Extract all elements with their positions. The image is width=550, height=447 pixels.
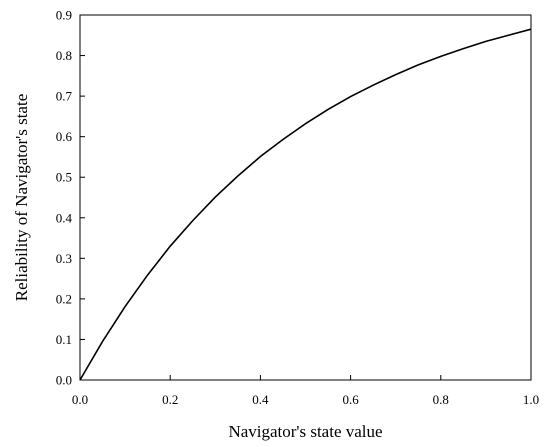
x-tick-label: 0.0 [72,392,88,407]
x-axis-label: Navigator's state value [228,422,382,441]
x-axis-ticks: 0.0 0.2 0.4 0.6 0.8 1.0 [72,375,539,407]
y-tick-label: 0.2 [56,291,72,306]
y-axis-label: Reliability of Navigator's state [12,94,31,302]
y-tick-label: 0.9 [56,8,72,23]
y-tick-label: 0.6 [56,129,73,144]
y-tick-label: 0.0 [56,373,72,388]
x-tick-label: 0.2 [162,392,178,407]
y-tick-label: 0.3 [56,251,72,266]
y-tick-label: 0.1 [56,332,72,347]
y-tick-label: 0.5 [56,170,72,185]
x-tick-label: 0.8 [433,392,449,407]
y-tick-label: 0.7 [56,89,73,104]
x-tick-label: 0.6 [342,392,359,407]
x-tick-label: 1.0 [523,392,539,407]
reliability-curve [79,28,532,381]
plot-frame [79,14,532,381]
x-tick-label: 0.4 [252,392,269,407]
y-axis-ticks: 0.0 0.1 0.2 0.3 0.4 0.5 0.6 0.7 0.8 0.9 [56,8,85,388]
y-tick-label: 0.8 [56,48,72,63]
y-tick-label: 0.4 [56,210,73,225]
